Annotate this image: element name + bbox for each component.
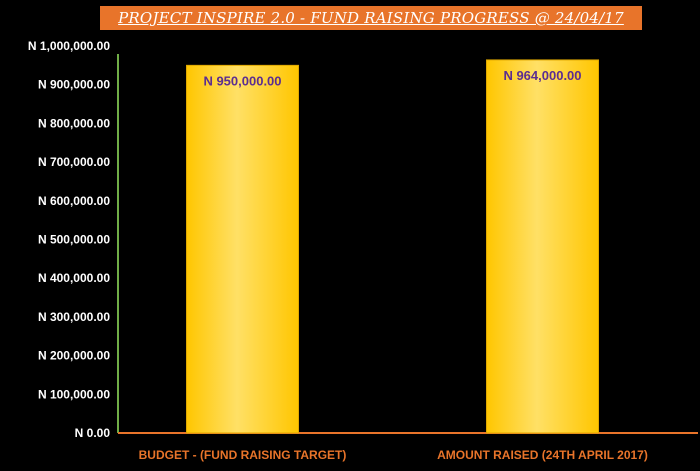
y-tick-label: N 500,000.00: [38, 233, 110, 247]
y-tick-label: N 200,000.00: [38, 349, 110, 363]
y-tick-label: N 700,000.00: [38, 155, 110, 169]
y-tick-label: N 0.00: [75, 426, 111, 440]
y-tick-label: N 1,000,000.00: [28, 39, 110, 53]
chart-title: PROJECT INSPIRE 2.0 - FUND RAISING PROGR…: [118, 9, 624, 27]
y-tick-label: N 900,000.00: [38, 78, 110, 92]
y-tick-label: N 600,000.00: [38, 194, 110, 208]
data-label: N 950,000.00: [203, 73, 281, 88]
y-tick-label: N 100,000.00: [38, 387, 110, 401]
x-category-label: AMOUNT RAISED (24TH APRIL 2017): [437, 448, 648, 462]
y-tick-label: N 300,000.00: [38, 310, 110, 324]
y-tick-label: N 400,000.00: [38, 271, 110, 285]
data-label: N 964,000.00: [503, 68, 581, 83]
chart-title-banner: PROJECT INSPIRE 2.0 - FUND RAISING PROGR…: [100, 6, 642, 30]
x-category-label: BUDGET - (FUND RAISING TARGET): [139, 448, 347, 462]
bar: [486, 59, 599, 434]
y-tick-label: N 800,000.00: [38, 116, 110, 130]
bar: [186, 64, 299, 434]
